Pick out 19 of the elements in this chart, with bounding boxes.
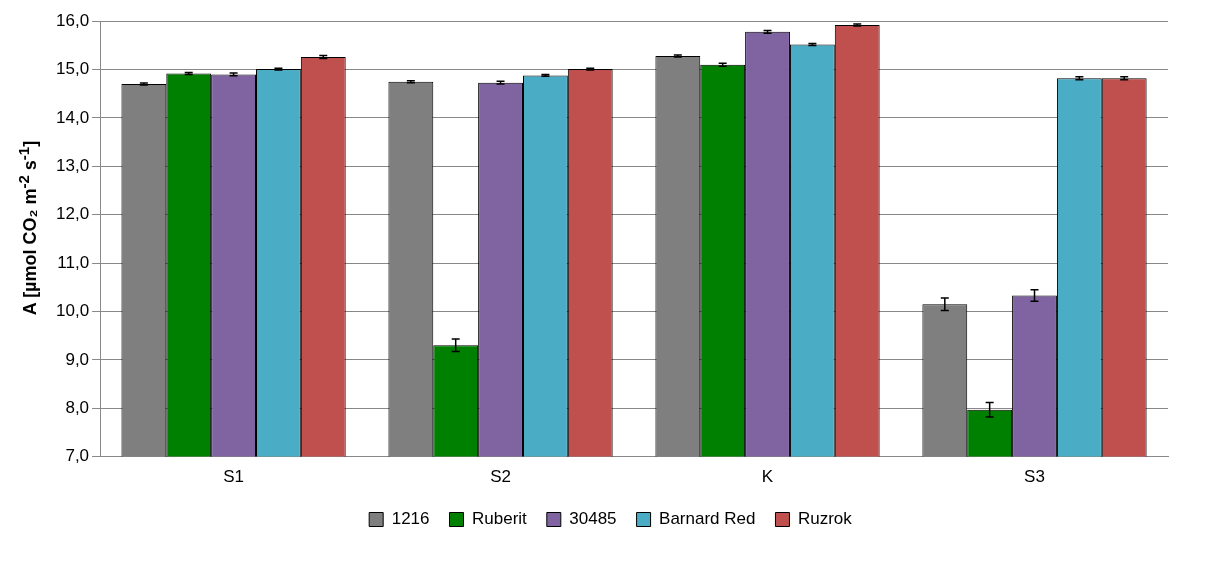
legend-label: 1216: [391, 509, 430, 529]
x-tick-label: S3: [1024, 467, 1045, 487]
x-tick-label: K: [761, 467, 774, 487]
y-tick-label: 14,0: [55, 107, 90, 127]
y-tick-label: 13,0: [55, 156, 90, 176]
x-tick-label: S2: [490, 467, 511, 487]
y-tick-label: 10,0: [55, 301, 90, 321]
y-tick-label: 7,0: [65, 446, 90, 466]
y-tick-label: 11,0: [57, 252, 90, 272]
y-tick-label: 12,0: [55, 204, 90, 224]
x-tick-label: S1: [223, 467, 244, 487]
legend-label: Ruzrok: [797, 509, 853, 529]
y-tick-label: 15,0: [55, 59, 90, 79]
y-tick-label: 9,0: [65, 349, 90, 369]
legend-label: Barnard Red: [659, 509, 756, 529]
y-tick-label: 8,0: [65, 397, 90, 417]
legend-label: 30485: [569, 509, 617, 529]
legend-label: Ruberit: [472, 509, 528, 529]
y-tick-label: 16,0: [55, 10, 90, 30]
